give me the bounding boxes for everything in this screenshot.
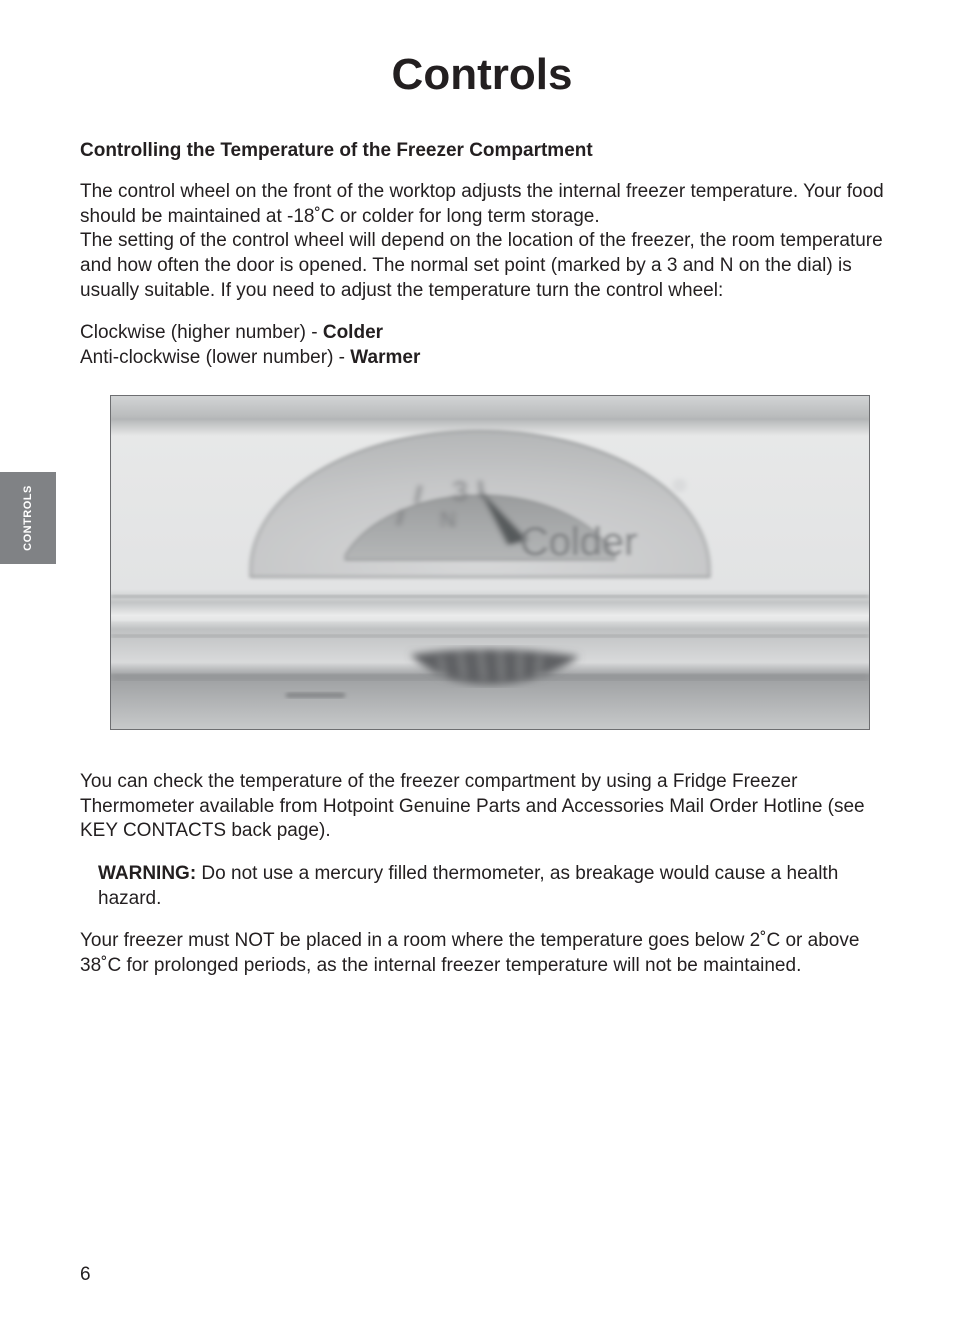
anticlockwise-bold: Warmer bbox=[350, 347, 420, 368]
dial-colder-label: Colder bbox=[520, 520, 637, 564]
paragraph-3: You can check the temperature of the fre… bbox=[80, 770, 884, 844]
clockwise-bold: Colder bbox=[323, 322, 383, 343]
warning-label: WARNING: bbox=[98, 863, 196, 884]
sidebar-label: CONTROLS bbox=[22, 485, 34, 551]
page-number: 6 bbox=[80, 1264, 91, 1286]
dial-number: 3 bbox=[452, 475, 468, 506]
warning-paragraph: WARNING: Do not use a mercury filled the… bbox=[80, 862, 884, 911]
page-title: Controls bbox=[80, 50, 884, 100]
paragraph-1: The control wheel on the front of the wo… bbox=[80, 180, 884, 229]
clockwise-line: Clockwise (higher number) - Colder Anti-… bbox=[80, 321, 884, 370]
warning-text: Do not use a mercury filled thermometer,… bbox=[98, 863, 838, 909]
anticlockwise-label: Anti-clockwise (lower number) - bbox=[80, 347, 350, 368]
page: CONTROLS Controls Controlling the Temper… bbox=[0, 0, 954, 1336]
dial-n: N bbox=[440, 507, 456, 532]
control-wheel-photo: 3 N Colder bbox=[110, 395, 870, 730]
section-heading: Controlling the Temperature of the Freez… bbox=[80, 140, 884, 162]
paragraph-4: Your freezer must NOT be placed in a roo… bbox=[80, 929, 884, 978]
photo-svg: 3 N Colder bbox=[111, 396, 869, 729]
paragraph-2: The setting of the control wheel will de… bbox=[80, 229, 884, 303]
sidebar-tab: CONTROLS bbox=[0, 472, 56, 564]
clockwise-label: Clockwise (higher number) - bbox=[80, 322, 323, 343]
